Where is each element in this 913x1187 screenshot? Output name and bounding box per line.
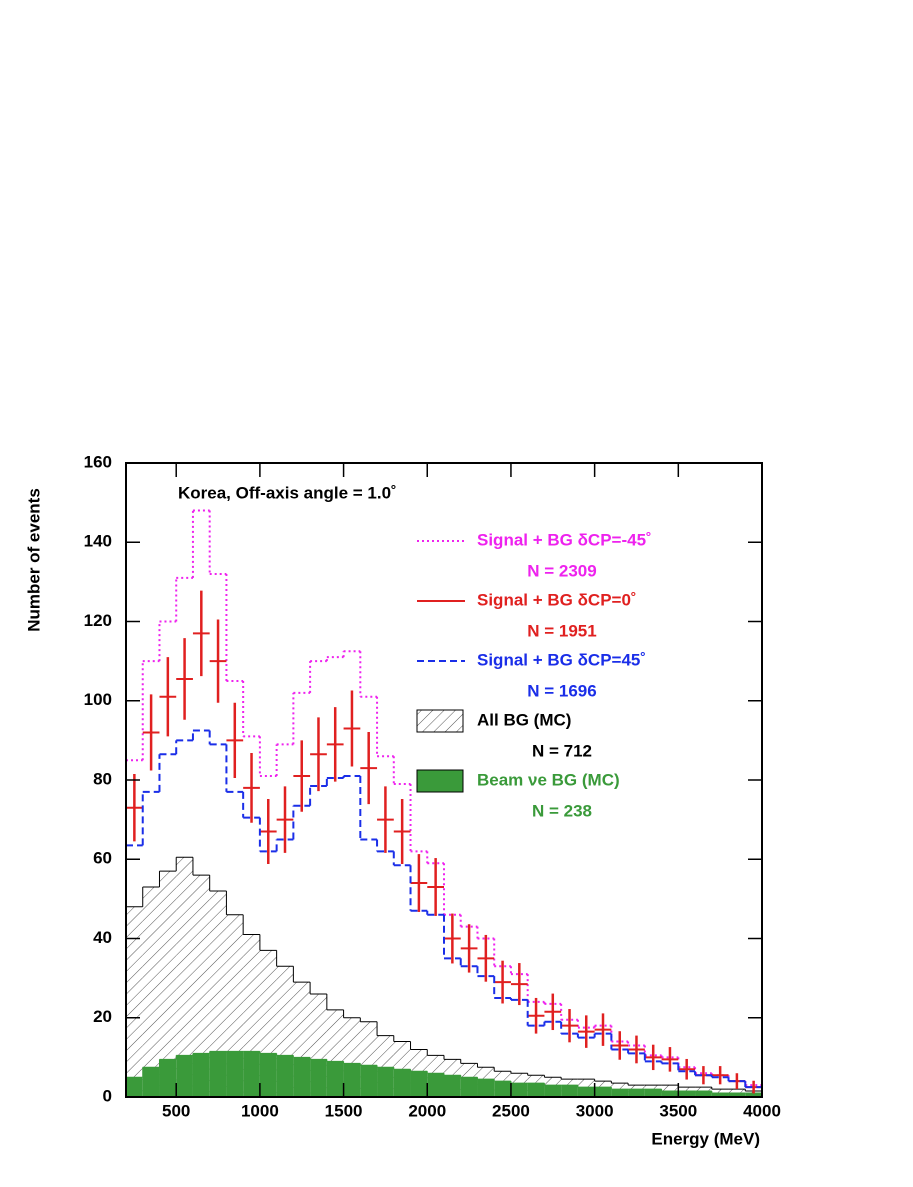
histogram-bar: [159, 1059, 177, 1097]
histogram-bar: [176, 857, 193, 1097]
histogram-bar: [611, 1089, 629, 1097]
y-tick-label: 20: [93, 1007, 112, 1026]
histogram-bar: [393, 1069, 411, 1097]
histogram-bar: [510, 1083, 528, 1097]
histogram-bar: [678, 1091, 696, 1097]
histogram-bar: [561, 1085, 578, 1097]
legend-label: Signal + BG δCP=45˚: [477, 650, 646, 669]
histogram-bar: [226, 1051, 244, 1097]
histogram-bar: [527, 1083, 545, 1097]
histogram-bar: [192, 1053, 210, 1097]
legend-label: All BG (MC): [477, 710, 571, 729]
y-tick-label: 80: [93, 769, 112, 788]
histogram-bar: [126, 1077, 143, 1097]
histogram-bar: [577, 1087, 595, 1097]
histogram-bar: [276, 1055, 294, 1097]
y-tick-label: 160: [84, 452, 112, 471]
histogram-bar: [427, 1073, 444, 1097]
histogram-bar: [310, 1059, 327, 1097]
legend-label: Signal + BG δCP=-45˚: [477, 530, 652, 549]
legend-count: N = 1951: [527, 621, 596, 640]
histogram-bar: [728, 1093, 746, 1097]
legend-count: N = 2309: [527, 561, 596, 580]
histogram-bar: [544, 1085, 562, 1097]
y-tick-label: 120: [84, 611, 112, 630]
histogram-bar: [644, 1089, 662, 1097]
histogram-bar: [745, 1093, 762, 1097]
histogram-bar: [594, 1087, 612, 1097]
legend-count: N = 712: [532, 741, 592, 760]
histogram-bar: [176, 1055, 193, 1097]
legend-swatch: [416, 769, 464, 793]
x-axis-label: Energy (MeV): [651, 1129, 760, 1148]
histogram-bar: [460, 1077, 478, 1097]
x-tick-label: 2500: [492, 1101, 530, 1120]
x-tick-label: 1000: [241, 1101, 279, 1120]
histogram-bar: [360, 1065, 378, 1097]
legend-swatch: [416, 709, 464, 733]
histogram-bar: [377, 1067, 394, 1097]
histogram-bar: [159, 871, 177, 1097]
histogram-bar: [695, 1091, 712, 1097]
histogram-bar: [243, 1051, 260, 1097]
histogram-bar: [477, 1079, 495, 1097]
histogram-bar: [661, 1091, 679, 1097]
y-axis-label: Number of events: [24, 488, 43, 632]
histogram-bar: [126, 906, 143, 1097]
legend-label: Beam νe BG (MC): [477, 770, 620, 789]
y-tick-label: 60: [93, 849, 112, 868]
histogram-bar: [209, 1051, 227, 1097]
x-tick-label: 3500: [659, 1101, 697, 1120]
y-tick-label: 140: [84, 532, 112, 551]
histogram-bar: [326, 1061, 344, 1097]
histogram-bar: [628, 1089, 645, 1097]
histogram-bar: [343, 1063, 361, 1097]
y-tick-label: 0: [103, 1086, 112, 1105]
legend-label: Signal + BG δCP=0˚: [477, 590, 637, 609]
x-tick-label: 3000: [576, 1101, 614, 1120]
histogram-bar: [444, 1075, 461, 1097]
x-tick-label: 1500: [325, 1101, 363, 1120]
y-tick-label: 40: [93, 928, 112, 947]
histogram-bar: [192, 875, 210, 1097]
plot-area: [125, 509, 762, 1097]
histogram-bar: [494, 1081, 511, 1097]
x-tick-label: 4000: [743, 1101, 781, 1120]
y-tick-label: 100: [84, 690, 112, 709]
annotation: Korea, Off-axis angle = 1.0˚: [178, 483, 397, 502]
histogram-bar: [259, 1053, 277, 1097]
histogram-bar: [410, 1071, 428, 1097]
histogram-bar: [142, 886, 160, 1097]
x-tick-label: 500: [162, 1101, 190, 1120]
histogram-bar: [209, 890, 227, 1097]
x-tick-label: 2000: [408, 1101, 446, 1120]
legend-count: N = 238: [532, 801, 592, 820]
histogram-bar: [293, 1057, 311, 1097]
histogram-bar: [142, 1067, 160, 1097]
legend-count: N = 1696: [527, 681, 596, 700]
histogram-bar: [711, 1093, 729, 1097]
